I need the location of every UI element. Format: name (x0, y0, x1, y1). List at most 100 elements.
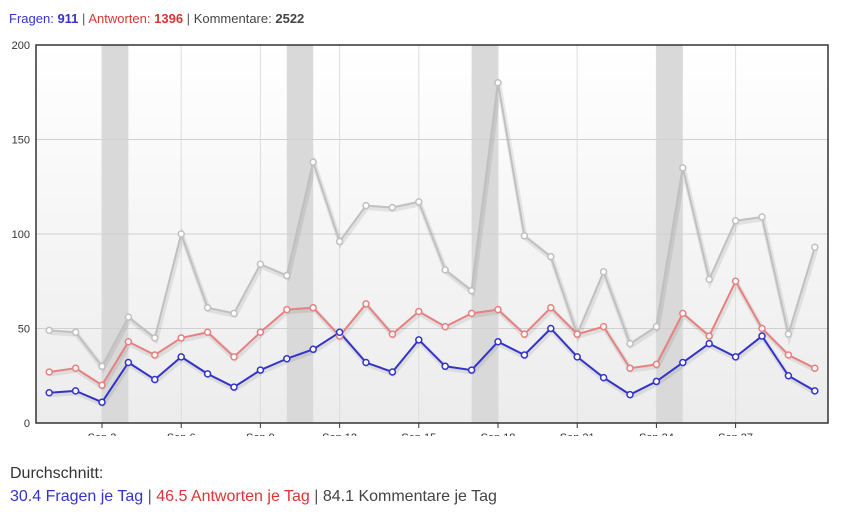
x-tick-label: Sep 27 (718, 432, 753, 436)
antworten-point (256, 328, 265, 337)
plot-frame (35, 44, 829, 424)
x-tick-label: Sep 12 (322, 432, 357, 436)
fragen-point (758, 332, 766, 340)
fragen-point (335, 328, 344, 337)
antworten-point (705, 332, 713, 340)
fragen-point (203, 370, 212, 378)
kommentare-point (784, 330, 793, 338)
kommentare-point (309, 158, 317, 166)
fragen-point (71, 387, 80, 395)
kommentare-point (283, 271, 291, 280)
antworten-point (758, 324, 766, 333)
questions-total-label: Fragen: (9, 11, 54, 26)
x-tick-label: Sep 15 (401, 432, 436, 436)
antworten-point (494, 305, 502, 314)
questions-per-day: 30.4 Fragen je Tag (10, 488, 144, 505)
kommentare-point (705, 275, 713, 284)
fragen-point (679, 358, 687, 367)
antworten-point (547, 303, 555, 312)
average-summary: 30.4 Fragen je Tag | 46.5 Antworten je T… (10, 488, 497, 506)
antworten-point (441, 322, 449, 331)
kommentare-point (362, 201, 370, 210)
kommentare-point (415, 198, 423, 206)
activity-line-chart: 0 50 100 150 200 Sep 3 Sep 6 Sep 9 Sep 12 Sep 15… (12, 40, 829, 436)
fragen-point (441, 362, 449, 371)
comments-per-day: 84.1 Kommentare je Tag (322, 488, 497, 505)
x-tick-label: Sep 18 (481, 432, 516, 436)
antworten-point (151, 351, 159, 359)
fragen-point (362, 358, 370, 367)
kommentare-point (731, 217, 740, 225)
kommentare-point (151, 334, 159, 342)
kommentare-point (177, 230, 185, 238)
answers-total-value: 1396 (154, 11, 184, 26)
fragen-point (256, 366, 265, 374)
antworten-point (71, 364, 80, 372)
fragen-line (49, 327, 816, 404)
kommentare-point (520, 232, 529, 240)
fragen-point (599, 373, 608, 382)
fragen-point (573, 353, 581, 361)
fragen-point (151, 375, 159, 384)
comments-total-value: 2522 (275, 11, 305, 26)
totals-summary: Fragen: 911 | Antworten: 1396 | Kommenta… (9, 11, 304, 26)
y-tick-label: 50 (18, 324, 30, 336)
antworten-point (573, 330, 581, 338)
fragen-point (731, 353, 740, 361)
antworten-point (177, 334, 185, 342)
separator: | (82, 11, 86, 26)
x-tick-label: Sep 3 (88, 432, 117, 436)
comments-total-label: Kommentare: (193, 11, 272, 26)
x-tick-label: Sep 9 (246, 432, 275, 436)
antworten-point (626, 364, 634, 372)
kommentare-point (124, 313, 133, 321)
antworten-line (49, 280, 816, 387)
separator: | (147, 488, 152, 505)
antworten-point (309, 303, 317, 312)
fragen-point (388, 368, 397, 376)
antworten-point (599, 322, 608, 331)
fragen-point (652, 377, 661, 386)
questions-total-value: 911 (57, 11, 79, 26)
antworten-point (520, 330, 529, 338)
kommentare-point (388, 203, 397, 212)
kommentare-point (45, 326, 53, 335)
antworten-point (230, 353, 238, 361)
fragen-point (626, 390, 634, 399)
antworten-point (45, 368, 53, 376)
separator: | (186, 11, 191, 26)
x-tick-label: Sep 24 (639, 432, 674, 436)
antworten-point (679, 309, 687, 318)
fragen-point (283, 354, 291, 363)
antworten-point (784, 351, 793, 359)
y-tick-label: 100 (12, 229, 30, 241)
fragen-point (520, 351, 529, 359)
y-tick-label: 150 (12, 135, 30, 147)
antworten-point (811, 364, 819, 372)
x-tick-label: Sep 6 (167, 432, 196, 436)
fragen-point (124, 358, 133, 367)
kommentare-point (71, 328, 80, 337)
kommentare-point (467, 286, 476, 295)
fragen-point (705, 339, 713, 348)
fragen-point (467, 366, 476, 374)
fragen-point (494, 337, 502, 346)
fragen-point (415, 336, 423, 344)
fragen-point (547, 324, 555, 333)
y-tick-label: 0 (24, 418, 30, 430)
kommentare-point (811, 243, 819, 251)
antworten-point (388, 330, 397, 338)
kommentare-point (98, 362, 106, 371)
answers-per-day: 46.5 Antworten je Tag (156, 488, 310, 505)
antworten-point (203, 328, 212, 337)
kommentare-point (599, 268, 608, 276)
fragen-point (811, 387, 819, 395)
fragen-point (98, 398, 106, 406)
antworten-point (98, 381, 106, 389)
kommentare-point (626, 339, 634, 348)
average-title: Durchschnitt: (10, 465, 104, 482)
x-tick-label: Sep 21 (560, 432, 595, 436)
fragen-point (230, 383, 238, 391)
antworten-point (731, 277, 740, 285)
fragen-point (45, 389, 53, 397)
